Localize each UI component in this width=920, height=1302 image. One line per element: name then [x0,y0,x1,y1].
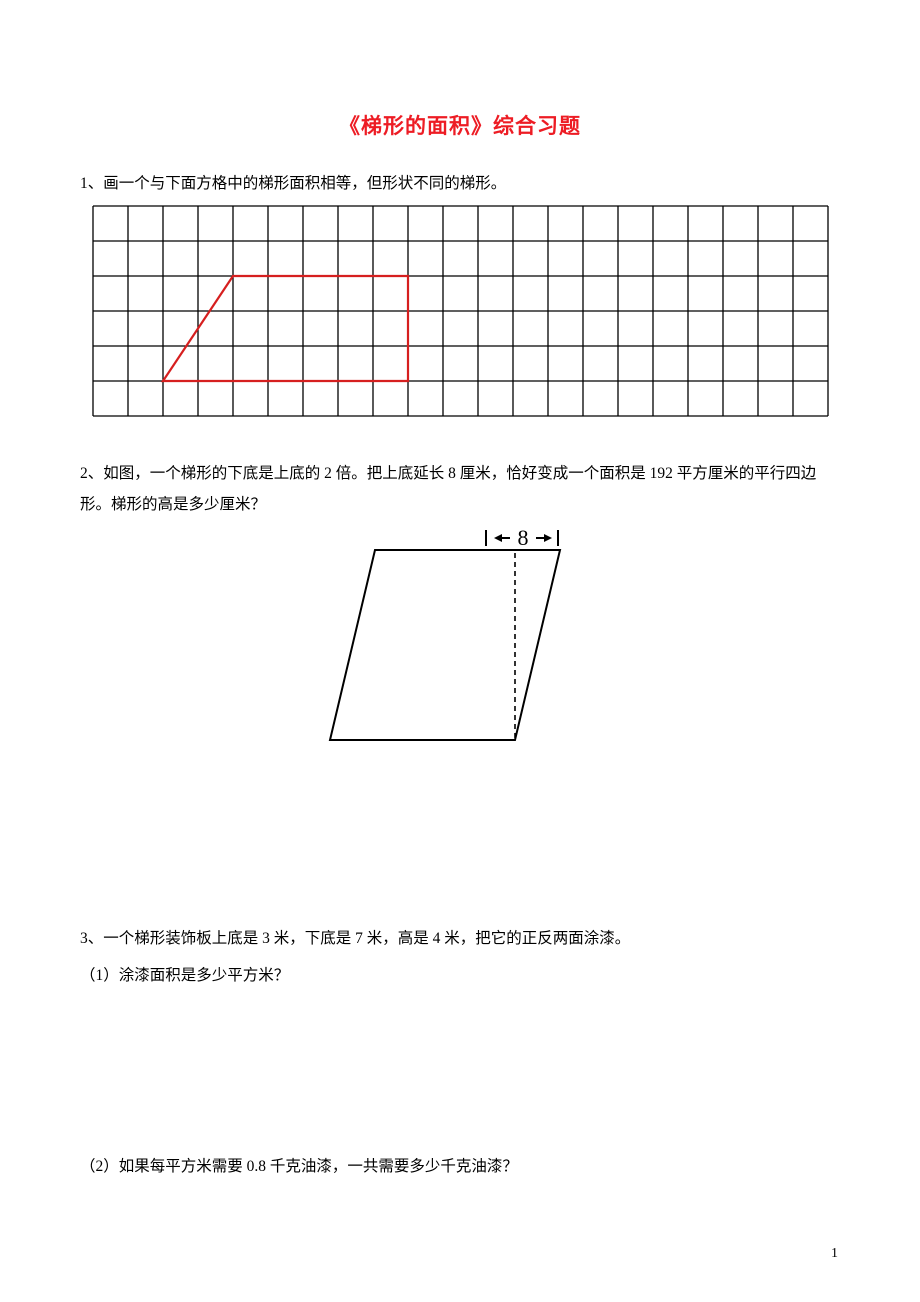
svg-text:8: 8 [518,526,529,550]
grid-figure [80,205,840,422]
question-2: 2、如图，一个梯形的下底是上底的 2 倍。把上底延长 8 厘米，恰好变成一个面积… [80,458,840,520]
question-3: 3、一个梯形装饰板上底是 3 米，下底是 7 米，高是 4 米，把它的正反两面涂… [80,923,840,954]
parallelogram-figure: 8 [80,526,840,765]
question-3-sub-1: （1）涂漆面积是多少平方米？ [80,960,840,991]
page-number: 1 [831,1246,838,1262]
fig2-svg: 8 [300,526,620,760]
page-title: 《梯形的面积》综合习题 [80,110,840,140]
grid-svg [92,205,829,417]
question-3-sub-2: （2）如果每平方米需要 0.8 千克油漆，一共需要多少千克油漆？ [80,1151,840,1182]
question-1: 1、画一个与下面方格中的梯形面积相等，但形状不同的梯形。 [80,168,840,199]
